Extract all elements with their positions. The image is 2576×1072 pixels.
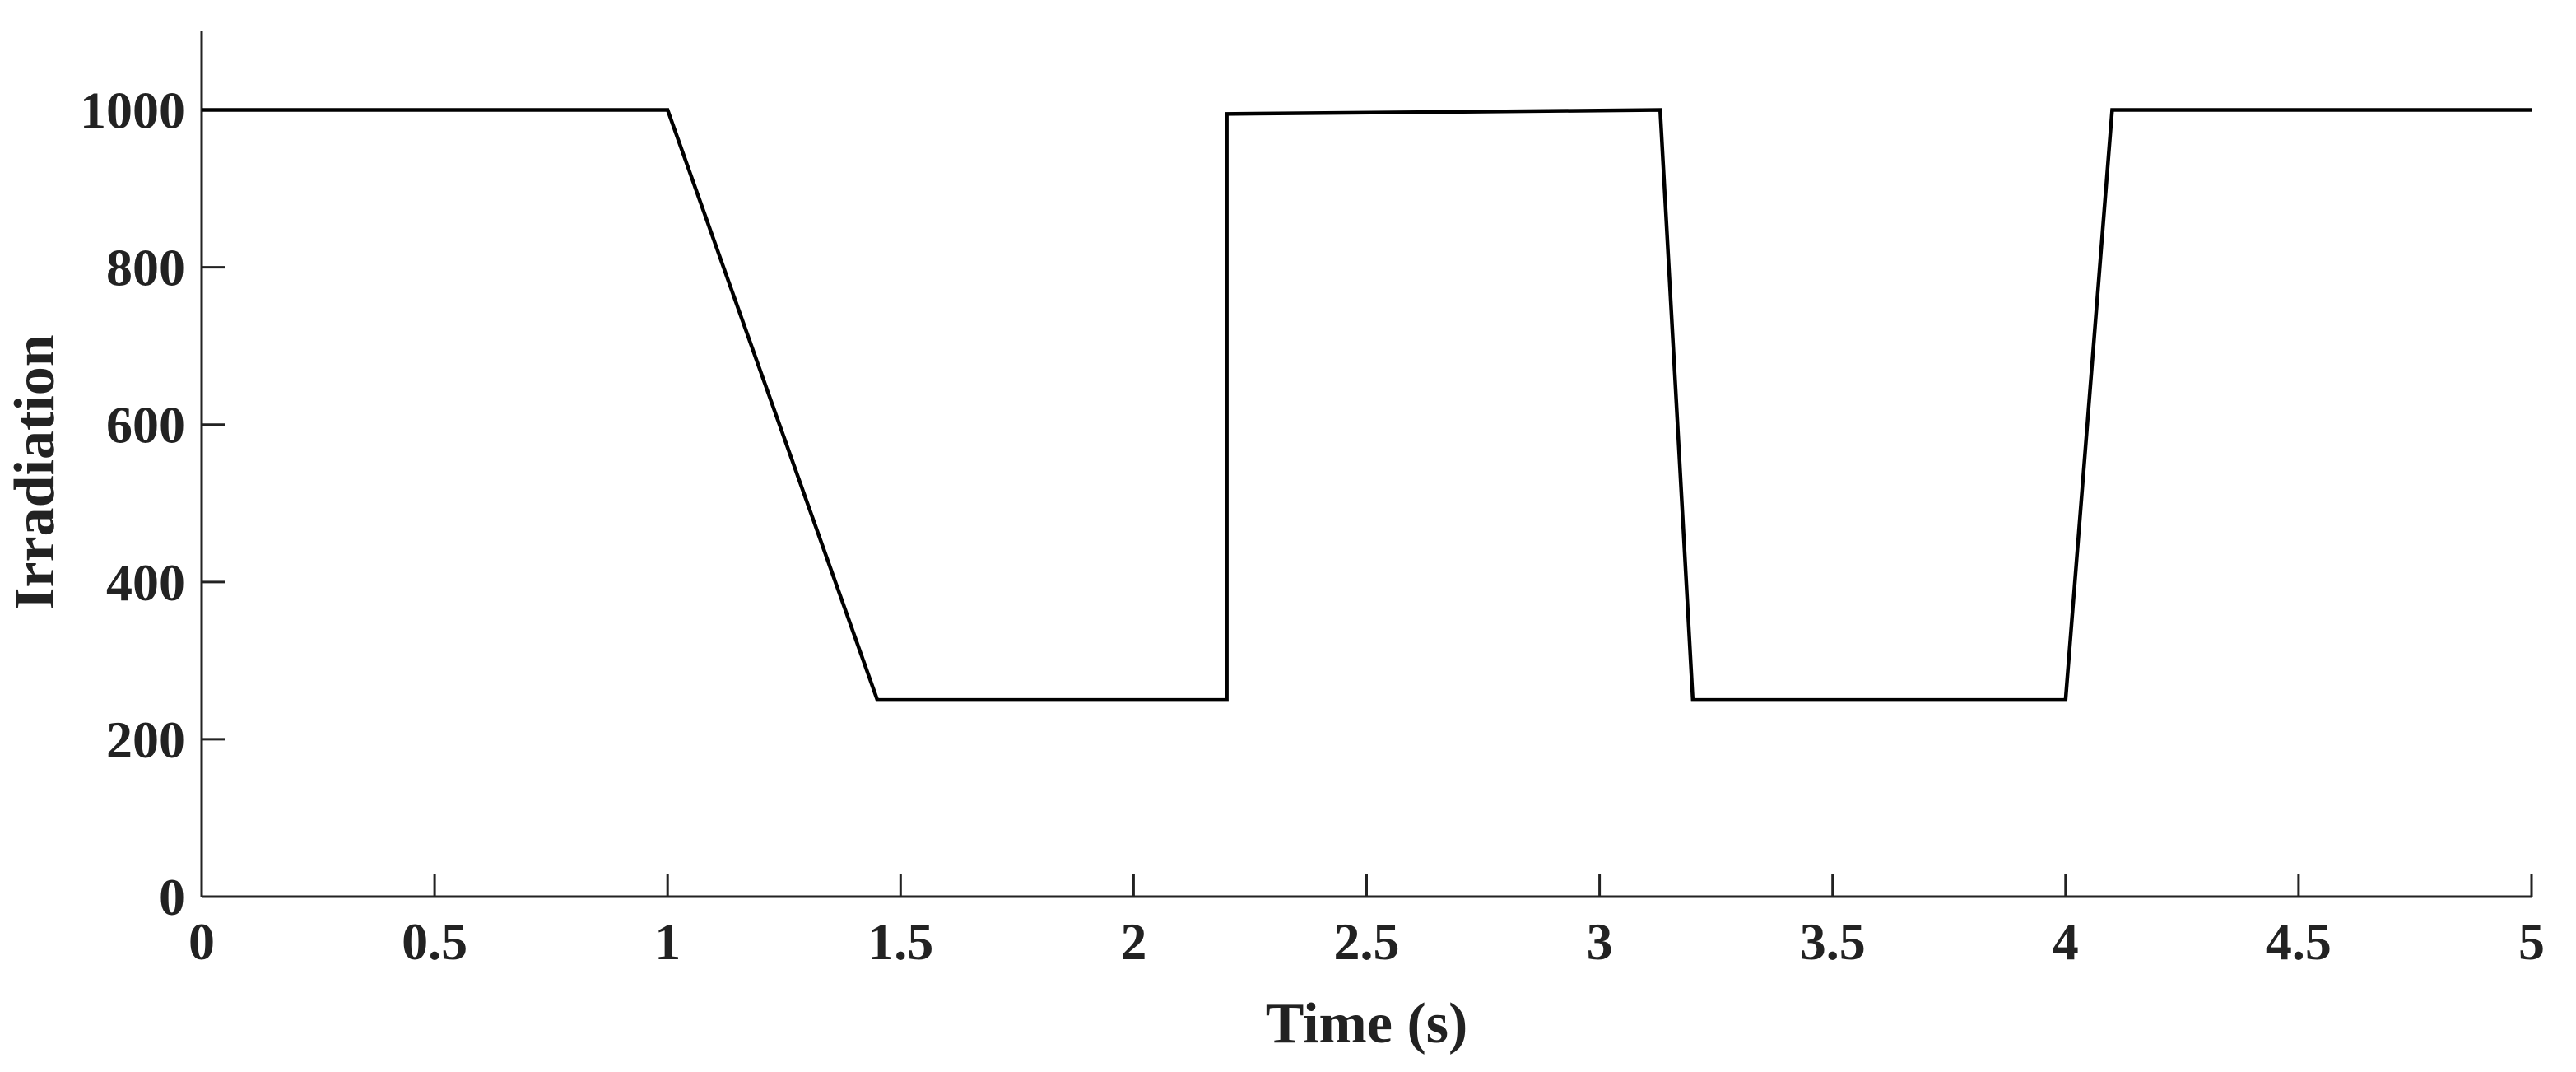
x-axis-title: Time (s) — [1266, 992, 1468, 1056]
y-tick-label: 400 — [106, 553, 185, 612]
x-tick-label: 1 — [654, 912, 681, 971]
x-tick-label: 5 — [2518, 912, 2545, 971]
series-group — [202, 108, 2532, 702]
x-tick-label: 2.5 — [1334, 912, 1400, 971]
x-tick-label: 0 — [188, 912, 215, 971]
x-tick-label: 3 — [1587, 912, 1613, 971]
x-tick-label: 0.5 — [402, 912, 467, 971]
x-tick-label: 4 — [2053, 912, 2079, 971]
y-tick-label: 0 — [159, 868, 185, 926]
y-axis-ticks: 0 200 400 600 800 1000 — [80, 82, 225, 926]
y-tick-label: 1000 — [80, 82, 185, 140]
x-tick-label: 1.5 — [867, 912, 933, 971]
x-tick-label: 2 — [1120, 912, 1146, 971]
y-tick-label: 200 — [106, 711, 185, 769]
y-axis-title: Irradiation — [3, 334, 67, 609]
y-tick-label: 600 — [106, 396, 185, 454]
y-tick-label: 800 — [106, 239, 185, 297]
x-tick-label: 4.5 — [2266, 912, 2332, 971]
irradiation-series-line — [202, 108, 2532, 702]
x-axis-ticks: 0 0.5 1 1.5 2 2.5 3 3.5 4 4.5 5 — [188, 874, 2545, 971]
x-tick-label: 3.5 — [1800, 912, 1866, 971]
